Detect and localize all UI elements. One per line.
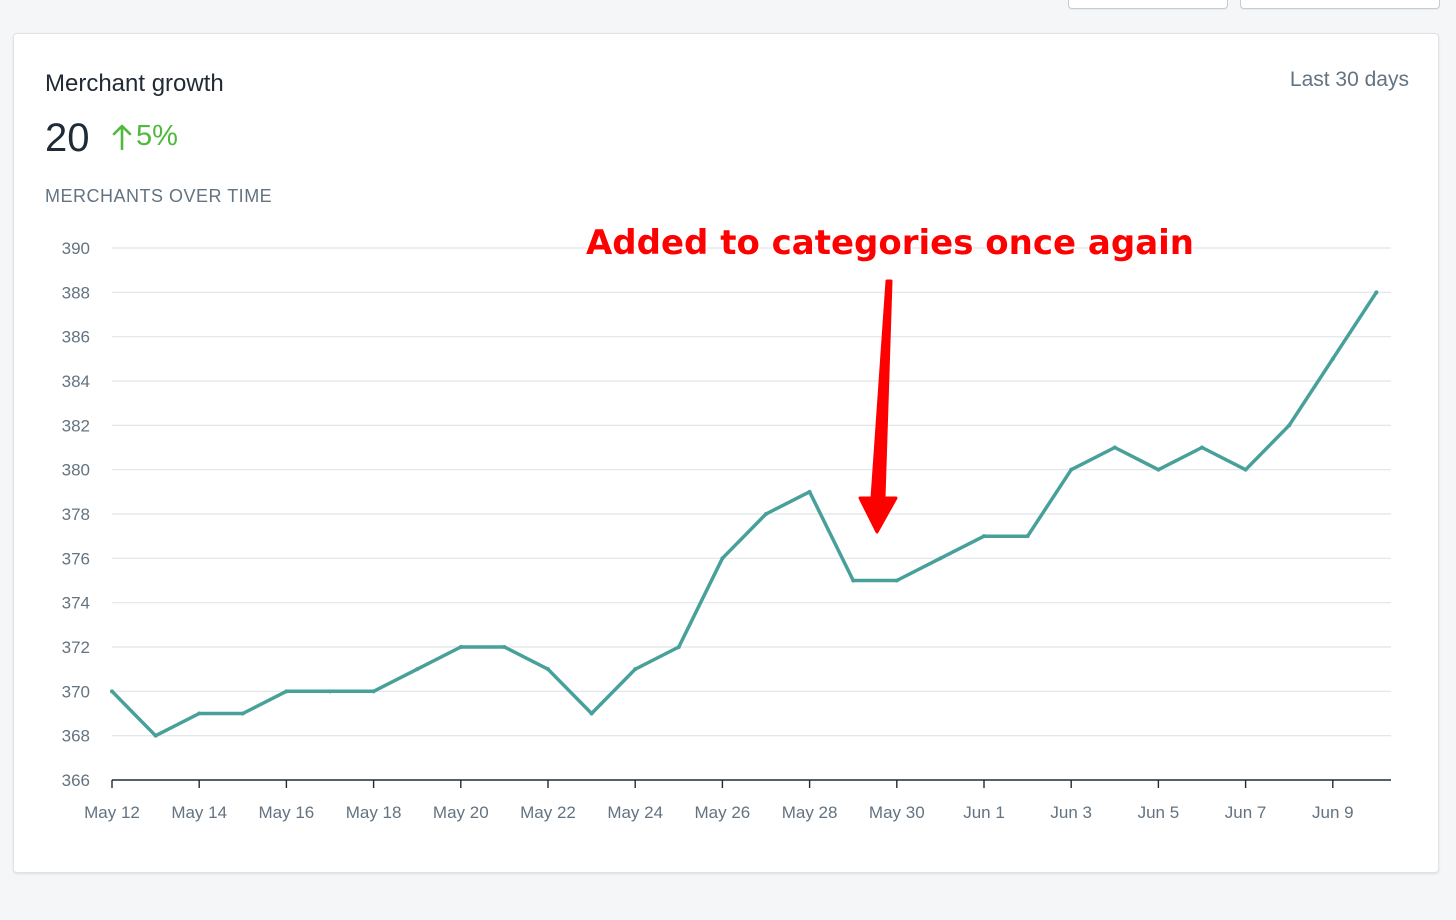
metric-delta: 5% bbox=[112, 120, 178, 153]
annotation-arrow-icon bbox=[858, 279, 898, 534]
arrow-up-icon bbox=[112, 124, 132, 150]
y-tick-label-378: 378 bbox=[62, 505, 90, 524]
metric-value: 20 bbox=[45, 116, 90, 160]
data-point-29 bbox=[1374, 290, 1379, 295]
y-axis-labels: 366 368 370 372 374 376 378 380 382 384 386 388 390 bbox=[62, 239, 90, 790]
data-point-27 bbox=[1287, 423, 1292, 428]
x-tick-label-2: May 14 bbox=[171, 803, 227, 822]
data-point-9 bbox=[502, 645, 507, 649]
data-point-0 bbox=[110, 689, 114, 694]
data-point-10 bbox=[546, 667, 550, 672]
data-point-4 bbox=[284, 689, 289, 694]
x-tick-label-12: May 24 bbox=[607, 803, 663, 822]
y-tick-label-390: 390 bbox=[62, 239, 90, 258]
x-tick-label-10: May 22 bbox=[520, 803, 576, 822]
x-tick-label-28: Jun 9 bbox=[1312, 803, 1354, 822]
data-point-24 bbox=[1156, 467, 1161, 472]
data-point-5 bbox=[328, 689, 332, 694]
metric-delta-value: 5% bbox=[136, 120, 178, 152]
data-point-21 bbox=[1025, 534, 1030, 539]
y-tick-label-376: 376 bbox=[62, 549, 90, 568]
grid-lines bbox=[112, 247, 1391, 737]
x-tick-label-26: Jun 7 bbox=[1225, 803, 1267, 822]
y-tick-label-374: 374 bbox=[62, 594, 90, 613]
data-point-22 bbox=[1069, 467, 1074, 472]
y-tick-label-382: 382 bbox=[62, 416, 90, 435]
data-point-26 bbox=[1243, 467, 1248, 472]
data-point-19 bbox=[938, 556, 943, 561]
y-tick-label-388: 388 bbox=[62, 283, 90, 302]
data-point-20 bbox=[982, 534, 986, 539]
x-tick-label-14: May 26 bbox=[695, 803, 751, 822]
data-point-11 bbox=[589, 711, 594, 716]
card-title: Merchant growth bbox=[45, 70, 224, 97]
data-point-8 bbox=[458, 645, 463, 649]
annotation-text: Added to categories once again bbox=[586, 223, 1194, 263]
chart-subtitle: MERCHANTS OVER TIME bbox=[45, 186, 273, 206]
data-point-25 bbox=[1200, 445, 1204, 450]
y-tick-label-372: 372 bbox=[62, 638, 90, 657]
x-tick-label-16: May 28 bbox=[782, 803, 838, 822]
annotation: Added to categories once again bbox=[584, 222, 1196, 534]
y-tick-label-368: 368 bbox=[62, 727, 90, 746]
data-point-6 bbox=[371, 689, 376, 694]
data-point-1 bbox=[153, 733, 158, 738]
data-point-14 bbox=[720, 556, 725, 561]
data-point-18 bbox=[894, 578, 899, 583]
series-merchants bbox=[110, 290, 1379, 738]
x-tick-label-24: Jun 5 bbox=[1138, 803, 1180, 822]
merchant-growth-card: Merchant growth Last 30 days 20 5% MERCH… bbox=[13, 33, 1439, 873]
x-tick-label-18: May 30 bbox=[869, 803, 925, 822]
y-tick-label-380: 380 bbox=[62, 461, 90, 480]
data-point-28 bbox=[1330, 356, 1335, 361]
x-tick-label-6: May 18 bbox=[346, 803, 402, 822]
x-tick-label-4: May 16 bbox=[259, 803, 315, 822]
x-tick-label-20: Jun 1 bbox=[963, 803, 1005, 822]
y-tick-label-386: 386 bbox=[62, 328, 90, 347]
y-tick-label-366: 366 bbox=[62, 771, 90, 790]
data-point-12 bbox=[633, 667, 638, 672]
data-point-16 bbox=[807, 489, 812, 494]
y-tick-label-384: 384 bbox=[62, 372, 90, 391]
data-point-13 bbox=[676, 645, 681, 649]
y-tick-label-370: 370 bbox=[62, 682, 90, 701]
data-point-17 bbox=[851, 578, 856, 583]
x-tick-label-22: Jun 3 bbox=[1050, 803, 1092, 822]
data-point-3 bbox=[240, 711, 245, 716]
data-point-23 bbox=[1112, 445, 1117, 450]
x-axis: May 12 May 14 May 16 May 18 May 20 May 22 May … bbox=[84, 779, 1391, 822]
x-tick-label-8: May 20 bbox=[433, 803, 489, 822]
period-label: Last 30 days bbox=[1289, 68, 1409, 91]
header-button-1[interactable] bbox=[1068, 0, 1228, 9]
page-header-strip bbox=[0, 0, 1456, 30]
data-point-2 bbox=[197, 711, 202, 716]
data-point-7 bbox=[415, 667, 420, 672]
series-line bbox=[110, 290, 1379, 738]
header-button-2[interactable] bbox=[1240, 0, 1440, 9]
x-tick-label-0: May 12 bbox=[84, 803, 140, 822]
data-point-15 bbox=[764, 512, 768, 516]
